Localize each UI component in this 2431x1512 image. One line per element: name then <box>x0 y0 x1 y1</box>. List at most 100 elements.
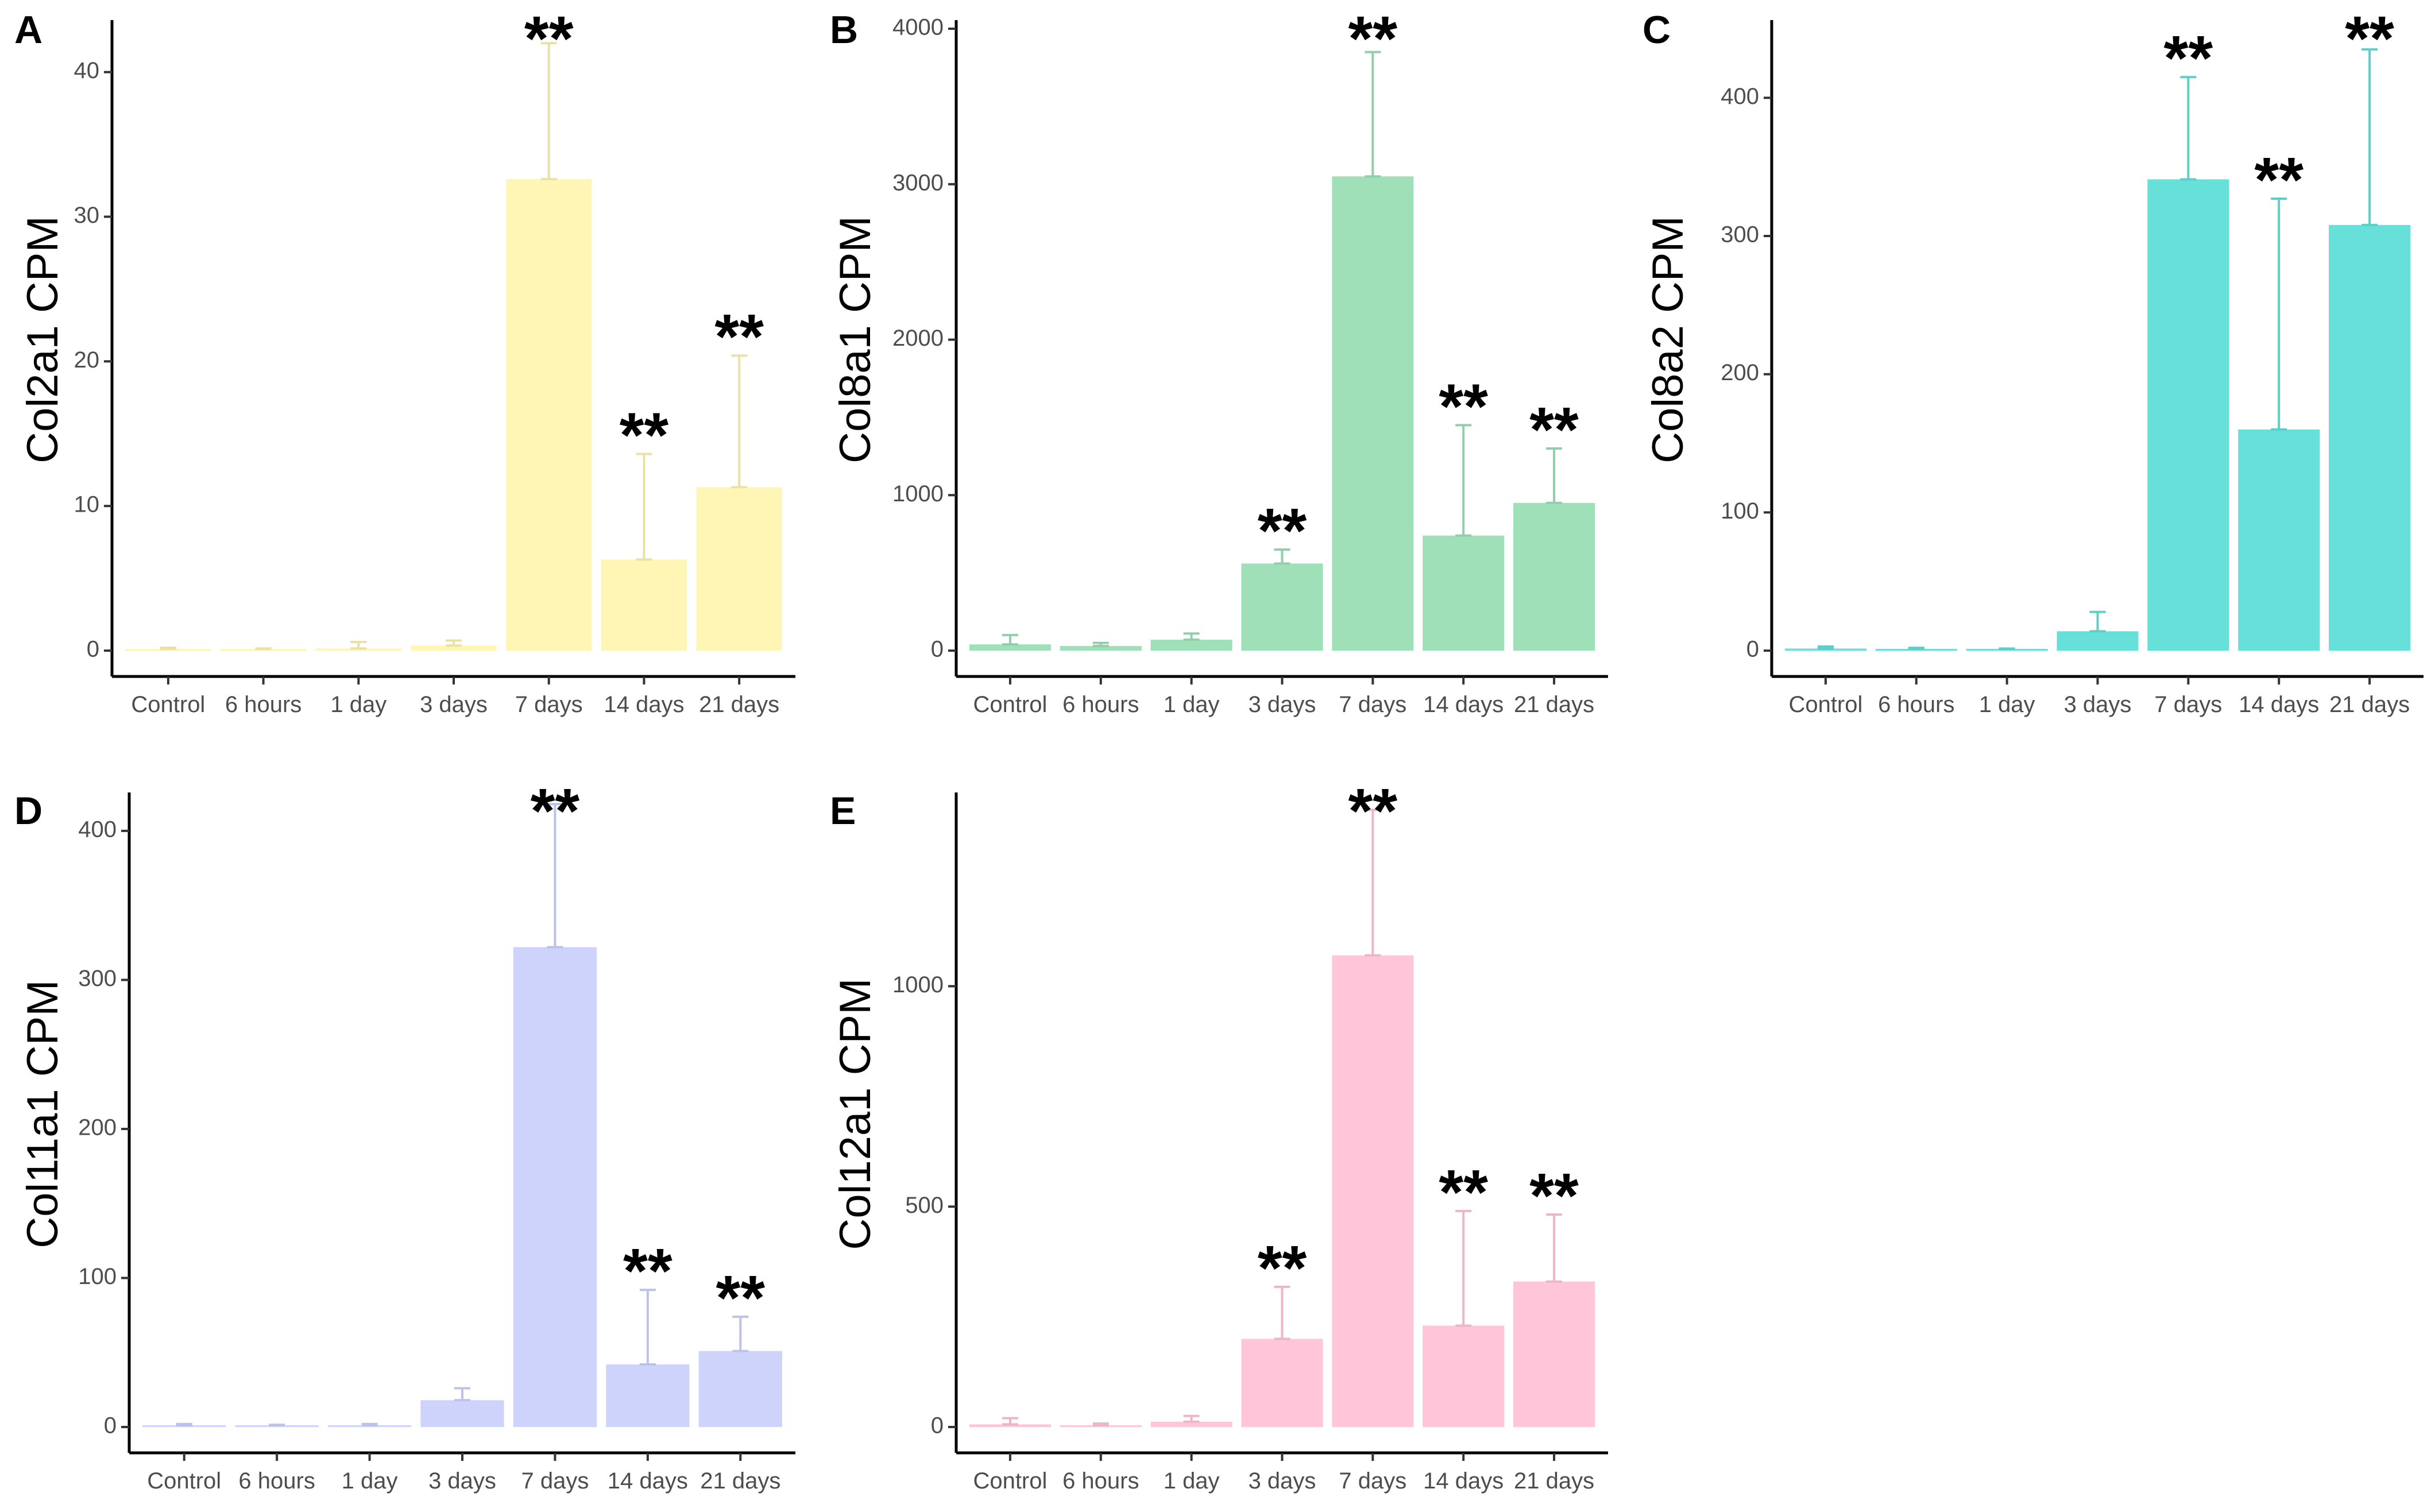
significance-label: ** <box>531 776 580 846</box>
y-tick-label: 300 <box>78 966 117 991</box>
x-tick-label: Control <box>973 692 1047 717</box>
bar-14-days <box>601 559 687 651</box>
x-tick-label: 3 days <box>428 1468 496 1494</box>
x-tick-label: 3 days <box>420 692 488 717</box>
y-tick-label: 400 <box>78 817 117 842</box>
bar-14-days <box>2238 429 2320 651</box>
y-tick-label: 10 <box>74 492 100 517</box>
bar-21-days <box>696 487 782 651</box>
y-tick-label: 30 <box>74 203 100 228</box>
x-tick-label: Control <box>147 1468 221 1494</box>
x-tick-label: 14 days <box>604 692 684 717</box>
significance-label: ** <box>1529 1161 1579 1231</box>
panel-letter: D <box>14 789 42 833</box>
x-tick-label: 21 days <box>2329 692 2410 717</box>
significance-label: ** <box>1439 371 1488 442</box>
bar-14-days <box>606 1364 690 1427</box>
x-tick-label: 3 days <box>2064 692 2132 717</box>
y-axis-label: Col12a1 CPM <box>831 978 880 1250</box>
y-tick-label: 0 <box>1746 637 1759 662</box>
x-tick-label: 1 day <box>1164 692 1220 717</box>
bar-7-days <box>1332 176 1414 651</box>
panel-D: D Col11a1 CPM 0 100 200 300 400 Control 6 hours 1… <box>14 776 795 1494</box>
x-tick-label: Control <box>131 692 205 717</box>
y-tick-label: 0 <box>104 1413 117 1438</box>
significance-label: ** <box>2254 145 2304 215</box>
bar-control <box>969 644 1051 651</box>
panel-C: C Col8a2 CPM 0 100 200 300 400 Control 6 hours 1 … <box>1642 3 2424 717</box>
panel-E: E Col12a1 CPM 0 500 1000 Control 6 hours 1 day 3… <box>830 776 1608 1494</box>
panel-letter: A <box>14 8 42 52</box>
bar-control <box>969 1424 1051 1427</box>
x-tick-label: 1 day <box>342 1468 398 1494</box>
x-tick-label: 7 days <box>2154 692 2222 717</box>
significance-label: ** <box>716 1263 765 1333</box>
bar-7-days <box>2147 179 2229 651</box>
bar-21-days <box>698 1351 782 1427</box>
x-tick-label: 21 days <box>1514 1468 1594 1494</box>
bar-21-days <box>2329 225 2411 651</box>
x-tick-label: 7 days <box>515 692 583 717</box>
panel-letter: E <box>830 789 856 833</box>
x-tick-label: 21 days <box>700 1468 780 1494</box>
significance-label: ** <box>2164 23 2213 94</box>
y-axis-label: Col8a1 CPM <box>831 216 880 463</box>
y-tick-label: 20 <box>74 347 100 373</box>
bar-21-days <box>1513 502 1595 651</box>
significance-label: ** <box>1439 1157 1488 1228</box>
bar-3-days <box>420 1400 504 1427</box>
bar-21-days <box>1513 1281 1595 1427</box>
x-tick-label: 6 hours <box>1878 692 1954 717</box>
significance-label: ** <box>623 1236 673 1306</box>
panel-A: A Col2a1 CPM 0 10 20 30 40 Control 6 hours 1 day 3… <box>14 3 795 717</box>
bar-3-days <box>2057 631 2139 651</box>
y-tick-label: 0 <box>931 1413 944 1438</box>
bar-6-hours <box>1060 645 1142 651</box>
bar-3-days <box>1241 563 1323 651</box>
x-tick-label: 7 days <box>1339 1468 1406 1494</box>
panel-B: B Col8a1 CPM 0 1000 2000 3000 4000 Control 6 hou… <box>830 3 1608 717</box>
significance-label: ** <box>2345 3 2394 74</box>
y-tick-label: 500 <box>905 1193 944 1218</box>
x-tick-label: Control <box>973 1468 1047 1494</box>
y-tick-label: 1000 <box>892 972 944 997</box>
significance-label: ** <box>620 400 669 470</box>
y-tick-label: 3000 <box>892 170 944 195</box>
x-tick-label: 1 day <box>1164 1468 1220 1494</box>
x-tick-label: 6 hours <box>1062 692 1139 717</box>
bar-14-days <box>1423 535 1505 651</box>
x-tick-label: 14 days <box>1423 1468 1504 1494</box>
bar-7-days <box>1332 955 1414 1427</box>
y-axis-label: Col2a1 CPM <box>18 216 67 463</box>
significance-label: ** <box>1348 3 1398 74</box>
y-tick-label: 0 <box>931 637 944 662</box>
y-tick-label: 400 <box>1721 84 1759 109</box>
significance-label: ** <box>1348 776 1398 846</box>
y-tick-label: 200 <box>78 1115 117 1140</box>
x-tick-label: 7 days <box>521 1468 589 1494</box>
y-tick-label: 2000 <box>892 326 944 351</box>
significance-label: ** <box>1258 496 1307 566</box>
significance-label: ** <box>1529 395 1579 465</box>
significance-label: ** <box>524 3 574 74</box>
y-tick-label: 4000 <box>892 15 944 40</box>
y-tick-label: 0 <box>87 637 99 662</box>
x-tick-label: 1 day <box>330 692 387 717</box>
bar-14-days <box>1423 1325 1505 1427</box>
bar-7-days <box>506 179 592 651</box>
y-tick-label: 300 <box>1721 222 1759 248</box>
y-tick-label: 200 <box>1721 360 1759 385</box>
bar-7-days <box>513 947 597 1427</box>
x-tick-label: 3 days <box>1249 1468 1316 1494</box>
x-tick-label: 14 days <box>608 1468 688 1494</box>
x-tick-label: 1 day <box>1979 692 2035 717</box>
y-tick-label: 100 <box>1721 498 1759 524</box>
significance-label: ** <box>714 301 764 372</box>
x-tick-label: 7 days <box>1339 692 1406 717</box>
x-tick-label: 14 days <box>2239 692 2319 717</box>
y-tick-label: 40 <box>74 58 100 83</box>
bar-1-day <box>1150 640 1232 651</box>
bar-1-day <box>1150 1421 1232 1427</box>
x-tick-label: 3 days <box>1249 692 1316 717</box>
y-tick-label: 100 <box>78 1264 117 1289</box>
